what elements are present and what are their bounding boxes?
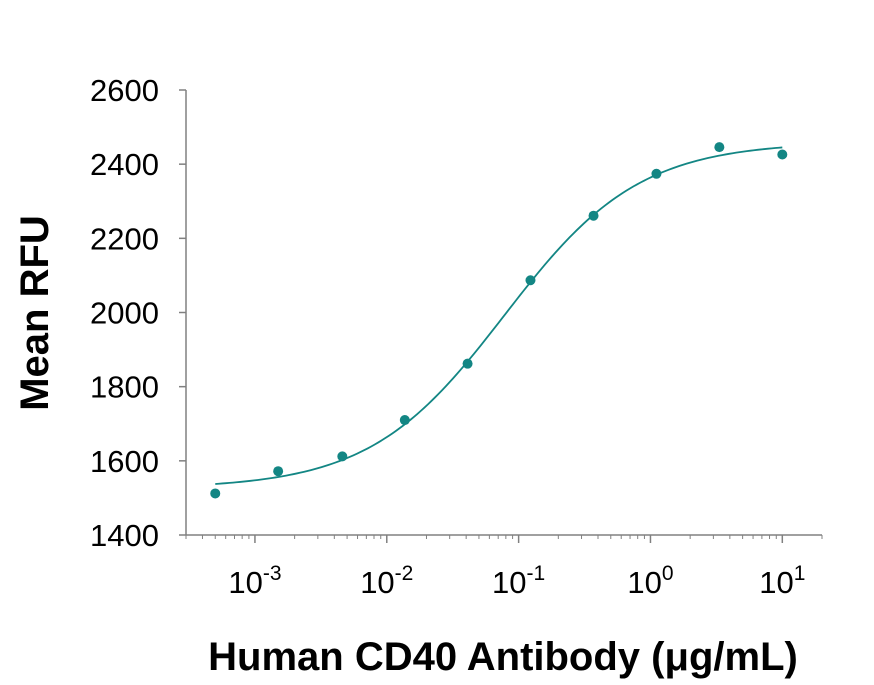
data-point [714,142,725,153]
data-points [210,142,788,499]
y-tick-label: 1400 [90,518,159,553]
x-tick-label: 10-1 [492,562,545,600]
data-point [399,415,410,426]
y-axis-ticks [179,89,186,536]
data-point [273,466,284,477]
x-tick-label-base: 10 [627,565,661,600]
x-tick-label-base: 10 [759,565,793,600]
x-tick-label-exponent: -1 [527,562,546,585]
data-point [777,149,788,160]
y-tick-label: 2200 [90,221,159,256]
data-point [525,275,536,286]
y-tick-label: 2400 [90,147,159,182]
y-tick-label: 2600 [90,73,159,108]
x-tick-label: 100 [627,562,673,600]
data-point [588,210,599,221]
x-axis-tick-labels: 10-3 10-2 10-1 100 101 [228,562,805,600]
x-tick-label: 10-2 [360,562,413,600]
y-axis-tick-labels: 1400 1600 1800 2000 2200 2400 2600 [90,73,159,553]
x-tick-label: 10-3 [228,562,281,600]
x-tick-label-base: 10 [360,565,394,600]
y-axis-title: Mean RFU [13,215,57,411]
x-tick-label: 101 [759,562,805,600]
x-tick-label-exponent: 1 [794,562,806,585]
data-point [462,358,473,369]
x-tick-label-base: 10 [228,565,262,600]
x-tick-label-base: 10 [492,565,526,600]
x-axis-ticks [185,535,823,543]
data-point [651,168,662,179]
data-point [337,451,348,462]
x-axis-title: Human CD40 Antibody (μg/mL) [208,635,798,679]
y-tick-label: 1800 [90,370,159,405]
x-tick-label-exponent: -3 [263,562,282,585]
x-tick-label-exponent: 0 [662,562,674,585]
x-tick-label-exponent: -2 [395,562,414,585]
data-point [210,488,221,499]
fit-curve [215,146,783,485]
y-tick-label: 2000 [90,296,159,331]
y-tick-label: 1600 [90,444,159,479]
